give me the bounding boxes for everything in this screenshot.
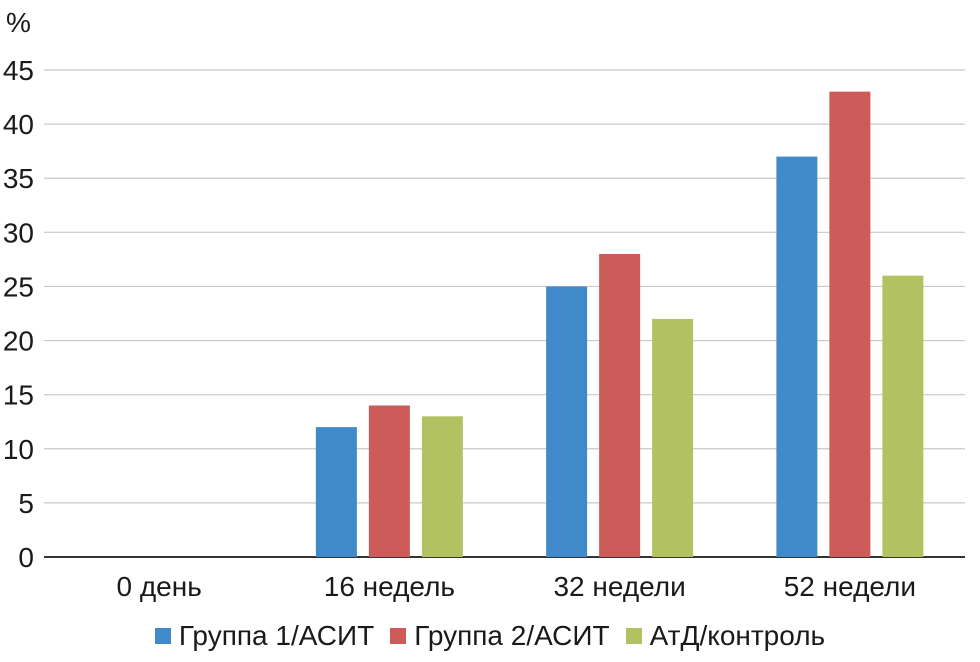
y-tick-label: 40 [3,109,34,140]
bar [315,427,357,557]
y-tick-label: 5 [18,488,34,519]
y-tick-label: 0 [18,542,34,573]
bars [315,91,924,558]
x-category-label: 0 день [116,571,201,602]
legend-swatch [625,628,642,644]
bar-chart: 0 5 10 15 20 25 30 35 40 45 0 день 16 недель 32 нед… [3,7,965,602]
legend-item: Группа 1/АСИТ [154,620,375,652]
y-axis-unit-label: % [6,7,31,38]
bar [882,275,924,557]
bar [599,253,641,557]
bar [546,286,588,557]
y-tick-label: 20 [3,326,34,357]
y-tick-label: 35 [3,163,34,194]
x-category-label: 32 недели [553,571,685,602]
bar [368,405,410,557]
legend-label: Группа 2/АСИТ [414,620,610,651]
legend: Группа 1/АСИТ Группа 2/АСИТ АтД/контроль [0,614,980,658]
x-category-label: 16 недель [324,571,455,602]
bar [421,416,463,557]
y-tick-label: 25 [3,271,34,302]
y-axis-ticks: 0 5 10 15 20 25 30 35 40 45 [3,55,34,573]
legend-label: Группа 1/АСИТ [178,620,375,651]
gridlines [44,69,965,558]
y-tick-label: 15 [3,380,34,411]
y-tick-label: 30 [3,217,34,248]
legend-item: АтД/контроль [625,620,826,652]
x-category-label: 52 недели [784,571,916,602]
bar [776,156,818,558]
y-tick-label: 10 [3,434,34,465]
bar [652,318,694,557]
legend-swatch [390,628,407,644]
x-axis-labels: 0 день 16 недель 32 недели 52 недели [116,571,916,602]
legend-swatch [154,628,171,644]
y-tick-label: 45 [3,55,34,86]
bar [829,91,871,558]
legend-item: Группа 2/АСИТ [390,620,610,652]
legend-label: АтД/контроль [649,620,826,651]
